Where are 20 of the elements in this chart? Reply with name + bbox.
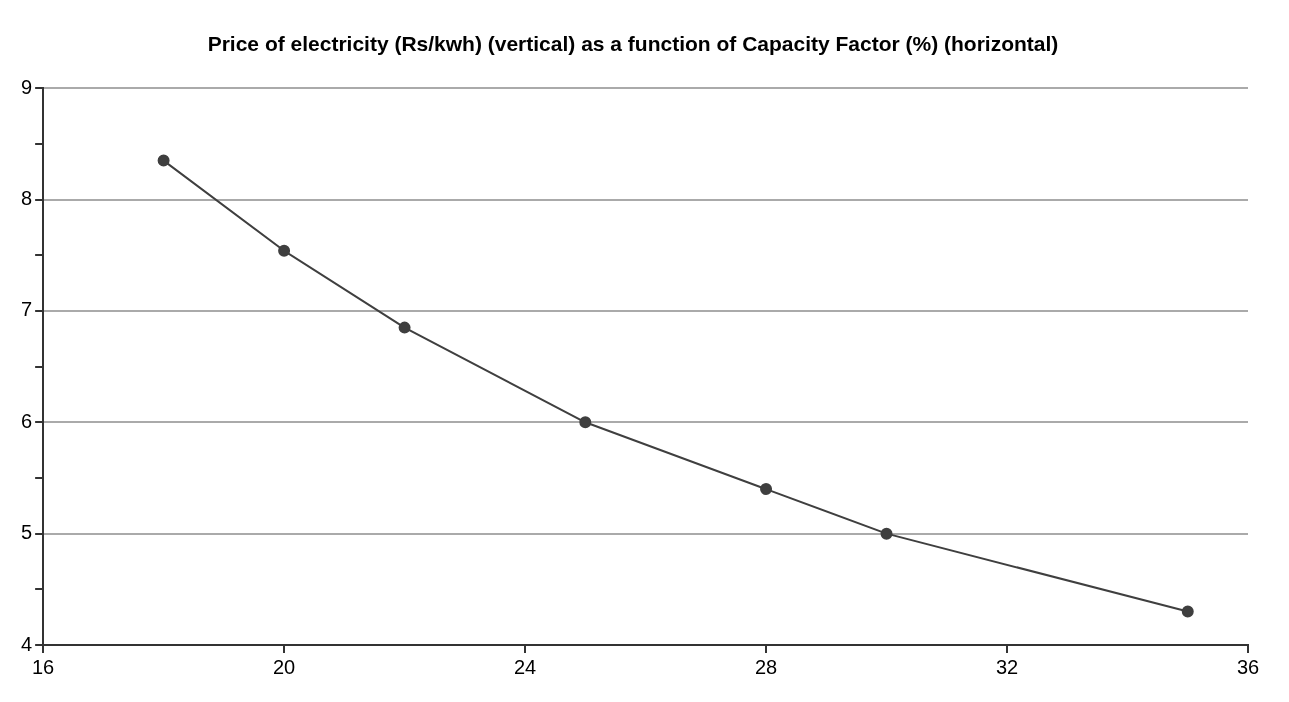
point xyxy=(579,416,592,429)
x-tick-label: 28 xyxy=(754,655,778,678)
chart-title: Price of electricity (Rs/kwh) (vertical) as a function of Capacity Factor (%) (horizontal) xyxy=(207,32,1059,56)
point xyxy=(1181,605,1194,618)
x-tick-label: 32 xyxy=(995,655,1019,678)
point xyxy=(157,154,170,167)
x-tick-label: 36 xyxy=(1236,655,1260,678)
x-tick-label: 24 xyxy=(513,655,537,678)
point xyxy=(398,321,411,334)
x-tick-label: 16 xyxy=(32,655,55,678)
point xyxy=(880,527,893,540)
point xyxy=(760,483,773,496)
y-tick-label: 8 xyxy=(21,187,33,210)
y-tick-label: 4 xyxy=(21,632,33,655)
y-tick-label: 7 xyxy=(21,298,33,321)
x-tick-label: 20 xyxy=(272,655,296,678)
y-tick-label: 6 xyxy=(21,409,33,432)
point xyxy=(278,244,291,257)
y-tick-label: 9 xyxy=(21,75,33,98)
y-tick-label: 5 xyxy=(21,521,33,544)
